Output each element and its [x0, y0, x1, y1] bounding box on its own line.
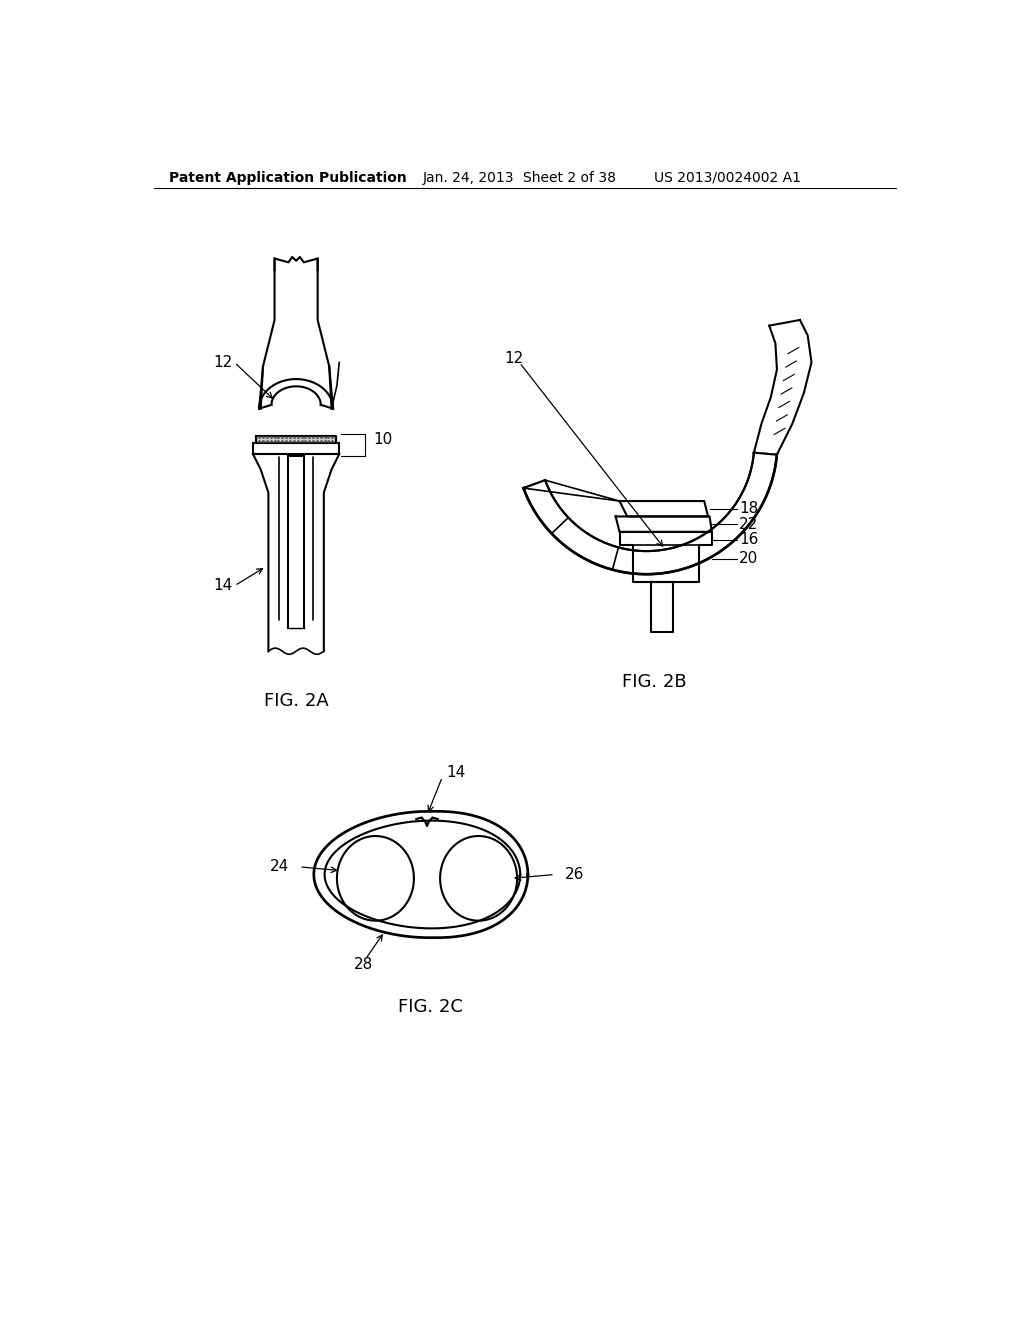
Text: 22: 22 — [739, 516, 758, 532]
Text: 20: 20 — [739, 552, 758, 566]
Polygon shape — [620, 532, 712, 582]
Polygon shape — [523, 453, 777, 574]
Text: 14: 14 — [446, 766, 466, 780]
Text: 24: 24 — [270, 859, 289, 874]
Text: 16: 16 — [739, 532, 758, 546]
Polygon shape — [651, 582, 673, 632]
Text: 10: 10 — [373, 432, 392, 447]
Text: 14: 14 — [213, 578, 232, 593]
Text: 12: 12 — [504, 351, 523, 366]
Text: 26: 26 — [565, 867, 585, 882]
Text: 18: 18 — [739, 502, 758, 516]
Text: US 2013/0024002 A1: US 2013/0024002 A1 — [654, 170, 801, 185]
Text: FIG. 2A: FIG. 2A — [264, 692, 329, 710]
Text: 28: 28 — [354, 957, 373, 972]
Text: Sheet 2 of 38: Sheet 2 of 38 — [523, 170, 616, 185]
Text: FIG. 2C: FIG. 2C — [398, 998, 463, 1016]
Text: 12: 12 — [213, 355, 232, 370]
Polygon shape — [289, 455, 304, 628]
Text: FIG. 2B: FIG. 2B — [622, 673, 686, 690]
Polygon shape — [615, 516, 712, 532]
Polygon shape — [620, 502, 708, 516]
Polygon shape — [256, 436, 336, 444]
Polygon shape — [253, 444, 339, 454]
Text: Patent Application Publication: Patent Application Publication — [169, 170, 407, 185]
Text: Jan. 24, 2013: Jan. 24, 2013 — [423, 170, 515, 185]
